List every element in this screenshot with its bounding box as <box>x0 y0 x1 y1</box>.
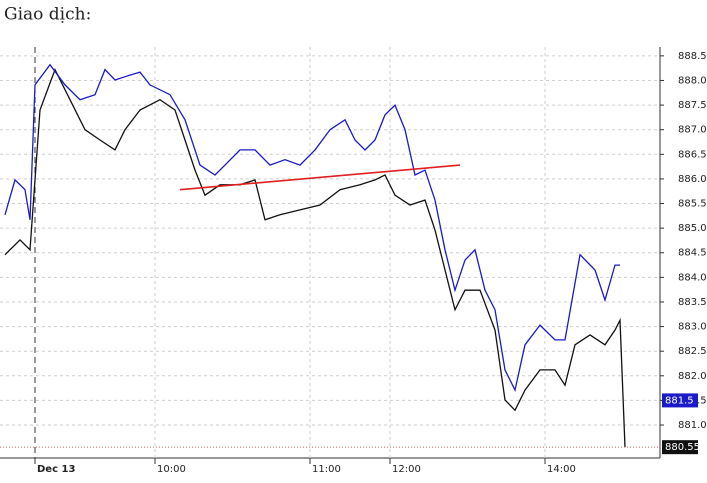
price-line <box>4 63 620 393</box>
x-tick-label: 14:00 <box>547 464 576 475</box>
price-label: 881.5 <box>665 395 694 406</box>
y-tick-label: 884.5 <box>678 248 707 259</box>
price-label-box <box>662 393 698 408</box>
y-tick-label: 887.0 <box>678 125 707 136</box>
y-tick-label: 882.0 <box>678 371 707 382</box>
y-tick-label: 882.5 <box>678 346 707 357</box>
y-tick-label: 883.5 <box>678 297 707 308</box>
y-tick-label: 888.5 <box>678 51 707 62</box>
y-tick-label: 881.0 <box>678 420 707 431</box>
x-tick-label: 10:00 <box>157 464 186 475</box>
y-tick-label: 885.5 <box>678 199 707 210</box>
price-label-box <box>662 440 698 455</box>
y-tick-label: 886.5 <box>678 149 707 160</box>
price-line <box>4 67 626 448</box>
y-tick-label: 886.0 <box>678 174 707 185</box>
chart-title: Giao dịch: <box>4 5 91 25</box>
y-tick-label: 883.0 <box>678 322 707 333</box>
x-tick-label: Dec 13 <box>37 464 75 475</box>
y-tick-label: 884.0 <box>678 272 707 283</box>
y-tick-label: 887.5 <box>678 100 707 111</box>
x-tick-label: 11:00 <box>312 464 341 475</box>
y-tick-label: 885.0 <box>678 223 707 234</box>
y-tick-label: 888.0 <box>678 75 707 86</box>
price-label: 880.55 <box>665 442 700 453</box>
trend-line <box>179 164 461 191</box>
x-tick-label: 12:00 <box>392 464 421 475</box>
